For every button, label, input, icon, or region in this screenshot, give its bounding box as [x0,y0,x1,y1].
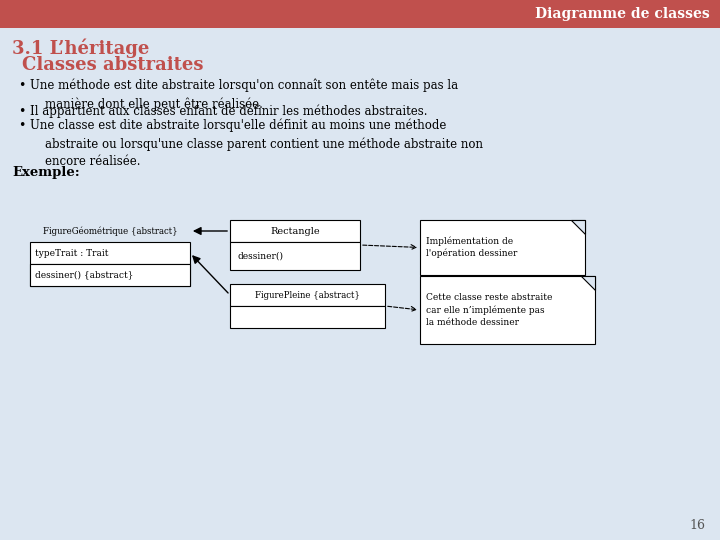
Bar [30,264,190,286]
Text: •: • [18,105,25,118]
Text: dessiner() {abstract}: dessiner() {abstract} [35,271,133,280]
Bar [0,0,720,28]
Text: Implémentation de
l'opération dessiner: Implémentation de l'opération dessiner [426,237,518,259]
Text: FigurePleine {abstract}: FigurePleine {abstract} [255,291,360,300]
Bar [30,242,190,264]
Text: Cette classe reste abstraite
car elle n’implémente pas
la méthode dessiner: Cette classe reste abstraite car elle n’… [426,293,552,327]
Text: Une classe est dite abstraite lorsqu'elle définit au moins une méthode
    abstr: Une classe est dite abstraite lorsqu'ell… [30,119,483,168]
Text: Une méthode est dite abstraite lorsqu'on connaît son entête mais pas la
    mani: Une méthode est dite abstraite lorsqu'on… [30,79,458,111]
Text: Rectangle: Rectangle [270,226,320,235]
Text: Exemple:: Exemple: [12,166,80,179]
Bar [230,306,385,328]
Polygon shape [581,276,595,290]
Text: Il appartient aux classes enfant de définir les méthodes abstraites.: Il appartient aux classes enfant de défi… [30,105,428,118]
Text: •: • [18,79,25,92]
Text: Classes abstraites: Classes abstraites [22,56,204,74]
Bar [230,242,360,270]
Text: FigureGéométrique {abstract}: FigureGéométrique {abstract} [42,226,177,236]
Text: 16: 16 [689,519,705,532]
Text: •: • [18,119,25,132]
Text: typeTrait : Trait: typeTrait : Trait [35,248,109,258]
Text: 3.1 L’héritage: 3.1 L’héritage [12,38,149,57]
Bar [230,220,360,242]
Bar [420,220,585,275]
Text: dessiner(): dessiner() [238,252,284,260]
Bar [30,264,190,286]
Text: Diagramme de classes: Diagramme de classes [535,7,710,21]
Polygon shape [571,220,585,234]
Bar [420,276,595,344]
Bar [230,284,385,306]
